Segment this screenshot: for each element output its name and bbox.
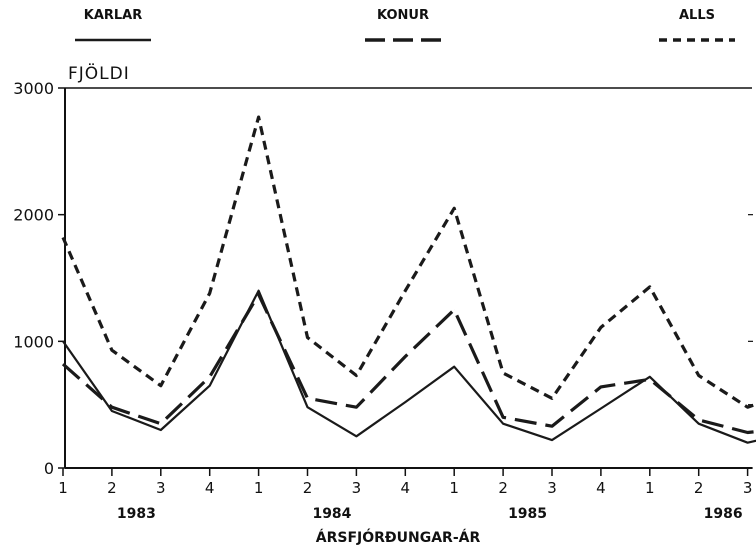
x-tick-label: 3 [743, 479, 753, 497]
y-tick-label: 3000 [13, 79, 54, 98]
series-line-karlar [62, 289, 756, 444]
x-tick-label: 2 [498, 479, 508, 497]
year-label: 1984 [312, 506, 351, 522]
x-tick-label: 4 [401, 479, 411, 497]
y-tick-label: 2000 [13, 206, 54, 225]
year-label: 1983 [117, 506, 156, 522]
y-tick-label: 0 [44, 459, 54, 478]
x-tick-label: 4 [205, 479, 215, 497]
x-tick-label: 2 [694, 479, 704, 497]
x-tick-label: 2 [107, 479, 117, 497]
year-label: 1985 [508, 506, 547, 522]
x-tick-label: 4 [596, 479, 606, 497]
series-line-konur [61, 292, 756, 435]
legend-label: KONUR [377, 8, 429, 23]
legend-label: ALLS [679, 8, 715, 23]
x-tick-label: 1 [449, 479, 459, 497]
x-tick-label: 3 [547, 479, 557, 497]
series-layer [61, 115, 756, 444]
x-tick-label: 3 [352, 479, 362, 497]
x-tick-label: 1 [254, 479, 264, 497]
legend-label: KARLAR [84, 8, 143, 23]
x-tick-label: 3 [156, 479, 166, 497]
y-ticks: 0 1000 2000 3000 [13, 79, 753, 478]
x-tick-label: 2 [303, 479, 313, 497]
y-tick-label: 1000 [13, 332, 54, 351]
y-axis-title: FJÖLDI [68, 62, 130, 84]
series-line-alls [61, 115, 756, 409]
year-label: 1986 [704, 506, 743, 522]
x-ticks: 12341234123412341983198419851986 [58, 468, 753, 522]
x-tick-label: 1 [645, 479, 655, 497]
legend: KARLAR KONUR ALLS [75, 8, 735, 42]
x-tick-label: 1 [58, 479, 68, 497]
x-axis-title: ÁRSFJÓRÐUNGAR-ÁR [316, 528, 481, 546]
